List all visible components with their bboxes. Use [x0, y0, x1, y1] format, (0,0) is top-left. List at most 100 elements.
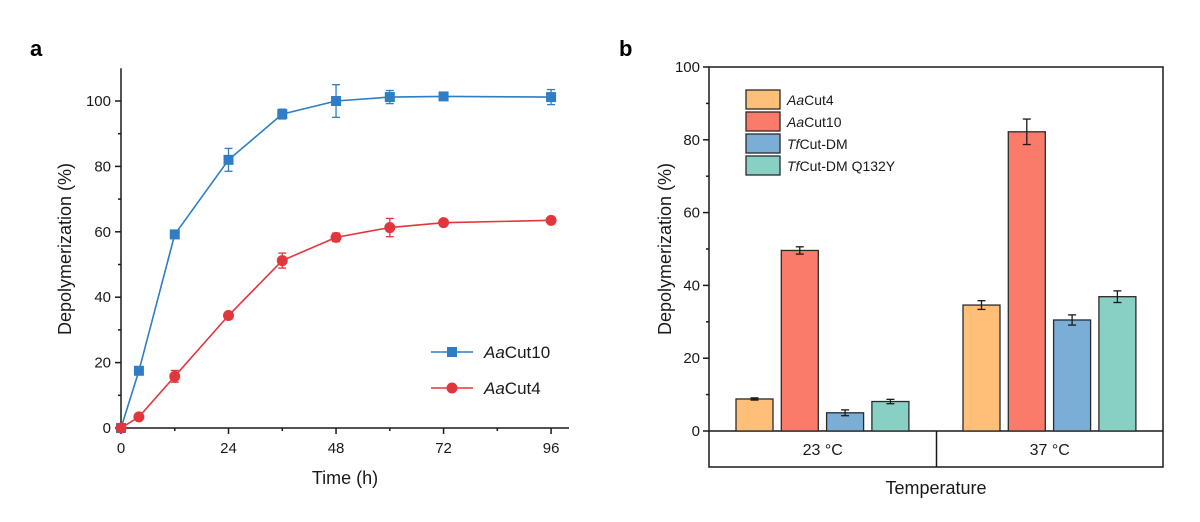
data-point-square [546, 92, 557, 103]
x-tick-label: 24 [220, 440, 237, 457]
legend-item-AaCut4: AaCut4 [745, 89, 834, 110]
category-label: 23 °C [803, 442, 843, 459]
data-point-circle [223, 310, 235, 322]
legend-label-rest: Cut4 [804, 92, 834, 108]
legend-label-italic: Aa [483, 343, 505, 362]
y-tick-label: 100 [86, 93, 111, 110]
error-bar [841, 409, 850, 417]
legend-swatch [745, 111, 781, 132]
y-tick-label: 20 [94, 355, 111, 372]
data-point-circle [133, 411, 145, 423]
y-tick-label: 40 [94, 289, 111, 306]
bar-AaCut10 [1007, 131, 1046, 432]
data-point-square [438, 91, 449, 102]
data-point-circle [276, 255, 288, 267]
panel-b-category-labels: 23 °C 37 °C [803, 442, 1070, 459]
bar-AaCut4 [735, 398, 774, 432]
error-bar [795, 246, 804, 255]
data-point-square [331, 96, 342, 106]
error-bar [1068, 314, 1077, 326]
data-point-square [384, 92, 395, 103]
legend-marker-square [447, 347, 457, 357]
data-point-circle [115, 422, 127, 434]
panel-a-letter: a [30, 36, 43, 61]
x-tick-label: 96 [543, 440, 560, 457]
panel-a-x-axis-title: Time (h) [312, 468, 378, 488]
panel-b-bars [735, 118, 1137, 432]
y-tick-label: 60 [683, 205, 700, 222]
y-tick-label: 0 [692, 423, 700, 440]
x-tick-label: 0 [117, 440, 125, 457]
bar-group-23C [735, 246, 910, 432]
y-tick-label: 100 [675, 59, 700, 76]
bar-AaCut10 [780, 249, 819, 432]
panel-b-x-axis-title: Temperature [885, 478, 986, 498]
legend-item-TfCut-DM Q132Y: TfCut-DM Q132Y [745, 155, 896, 176]
data-point-square [169, 229, 180, 240]
bar-TfCut-DM Q132Y [1098, 296, 1137, 432]
x-tick-label: 72 [435, 440, 452, 457]
legend-label-italic: Aa [786, 114, 804, 130]
legend-label: AaCut10 [483, 343, 550, 362]
panel-b-y-axis-title: Depolymerization (%) [655, 163, 675, 335]
data-point-square [133, 365, 144, 376]
data-point-circle [330, 231, 342, 243]
legend-label: TfCut-DM [787, 136, 848, 152]
data-point-circle [438, 217, 450, 229]
bar-TfCut-DM [1052, 319, 1092, 432]
error-bar [1022, 118, 1031, 146]
y-tick-label: 80 [683, 132, 700, 149]
legend-label-italic: Aa [483, 379, 505, 398]
legend-label: TfCut-DM Q132Y [787, 158, 896, 174]
data-point-circle [545, 214, 557, 226]
legend-label-rest: Cut10 [804, 114, 842, 130]
y-tick-label: 80 [94, 158, 111, 175]
legend-label-rest: Cut-DM Q132Y [799, 158, 895, 174]
error-bar [886, 398, 895, 405]
data-point-circle [384, 222, 396, 234]
panel-a-line-chart: a 0 20 40 60 80 100 0 24 48 72 96 Time (h) Depolym… [30, 36, 569, 488]
panel-b-bar-chart: b 0 20 40 60 80 100 23 °C 37 °C Temperature De… [619, 36, 1164, 498]
panel-b-letter: b [619, 36, 632, 61]
legend-label: AaCut4 [483, 379, 541, 398]
legend-marker-circle [446, 382, 458, 394]
y-tick-label: 40 [683, 277, 700, 294]
legend-label-rest: Cut4 [505, 379, 541, 398]
bar-TfCut-DM Q132Y [871, 400, 910, 432]
legend-swatch [745, 89, 781, 110]
data-point-square [277, 109, 288, 120]
panel-b-tick-labels: 0 20 40 60 80 100 [675, 59, 700, 440]
y-tick-label: 20 [683, 350, 700, 367]
series-AaCut4 [115, 214, 557, 434]
legend-item-AaCut4: AaCut4 [431, 379, 541, 398]
error-bar [977, 300, 986, 311]
data-point-square [223, 154, 234, 165]
legend-item-TfCut-DM: TfCut-DM [745, 133, 848, 154]
panel-a-series [115, 84, 557, 434]
legend-item-AaCut10: AaCut10 [745, 111, 842, 132]
category-label: 37 °C [1030, 442, 1070, 459]
legend-label: AaCut4 [786, 92, 834, 108]
legend-label-italic: Aa [786, 92, 804, 108]
y-tick-label: 60 [94, 224, 111, 241]
y-tick-label: 0 [103, 420, 111, 437]
legend-item-AaCut10: AaCut10 [431, 343, 550, 362]
error-bar [750, 397, 759, 401]
error-bar [1113, 290, 1122, 304]
data-point-circle [169, 370, 181, 382]
panel-a-tick-labels: 0 20 40 60 80 100 0 24 48 72 96 [86, 93, 559, 457]
legend-label-rest: Cut-DM [799, 136, 847, 152]
legend-label-rest: Cut10 [505, 343, 550, 362]
legend-label-italic: Tf [787, 158, 802, 174]
x-tick-label: 48 [328, 440, 345, 457]
panel-a-y-axis-title: Depolymerization (%) [55, 163, 75, 335]
legend-swatch [745, 133, 781, 154]
legend-label-italic: Tf [787, 136, 802, 152]
bar-AaCut4 [962, 304, 1001, 432]
legend-swatch [745, 155, 781, 176]
bar-group-37C [962, 118, 1137, 432]
legend-label: AaCut10 [786, 114, 842, 130]
